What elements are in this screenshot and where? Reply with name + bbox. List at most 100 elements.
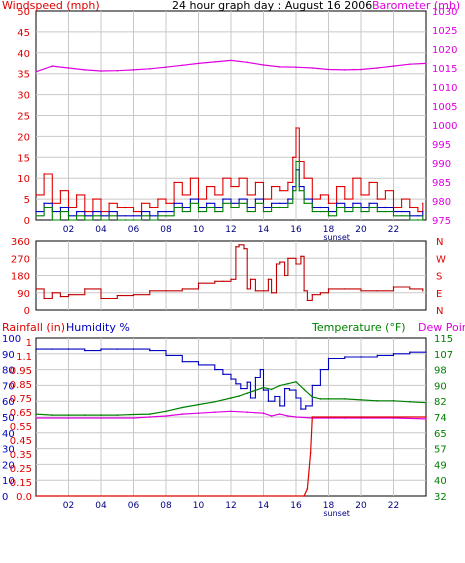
wind-direction-line-point	[43, 297, 45, 300]
wind-xtick: 12	[225, 225, 236, 235]
wind-xtick: 20	[355, 225, 367, 235]
temperature-line-point	[319, 398, 322, 400]
gust-line-point	[189, 177, 192, 179]
humidity-line-point	[116, 348, 119, 350]
barometer-tick: 1015	[432, 64, 457, 75]
wind-line-point	[173, 206, 175, 209]
avg-line-point	[132, 215, 135, 217]
barometer-line-point	[35, 71, 37, 73]
gust-line-point	[92, 198, 94, 200]
humidity-line-point	[249, 397, 252, 399]
humidity-tick: 20	[2, 460, 15, 471]
temperature-tick: 82	[434, 397, 447, 408]
wind-sunset-note: sunset	[323, 233, 350, 242]
humidity-tick: 10	[2, 476, 15, 487]
temperature-line-point	[254, 389, 257, 392]
dewpoint-axis-label: Dew Point	[418, 321, 465, 334]
wind-direction-line-point	[392, 286, 395, 288]
humidity-line-point	[376, 354, 378, 357]
wind-direction-line-point	[67, 294, 70, 296]
windspeed-tick: 30	[17, 91, 30, 102]
wind-line-point	[59, 210, 62, 213]
temperature-line-point	[392, 400, 395, 402]
gust-line-point	[214, 194, 216, 196]
humidity-line-point	[279, 405, 281, 407]
wind-direction-line-point	[267, 278, 270, 280]
wind-line-point	[157, 215, 159, 217]
barometer-line-point	[132, 69, 135, 71]
wind-direction-line-point	[235, 246, 237, 248]
barometer-line-point	[409, 63, 411, 65]
wind-line-point	[335, 206, 338, 209]
dewpoint-line-point	[149, 416, 151, 418]
wind-direction-line-point	[59, 295, 62, 298]
wind-line-point	[344, 210, 346, 213]
wind-line-point	[319, 210, 322, 213]
gust-line-point	[246, 194, 248, 196]
humidity-line-point	[181, 361, 183, 363]
humidity-tick: 70	[2, 381, 15, 392]
wind-line-point	[149, 219, 151, 221]
wind-line-point	[189, 202, 192, 204]
barometer-line-point	[327, 68, 330, 71]
humidity-line-point	[409, 351, 411, 353]
direction-tick: 360	[11, 237, 30, 248]
gust-line-point	[292, 156, 294, 158]
temperature-tick: 90	[434, 381, 447, 392]
windspeed-tick: 5	[24, 195, 30, 206]
gust-line-point	[254, 181, 257, 184]
humidity-line-point	[259, 368, 261, 371]
windspeed-tick: 50	[17, 7, 30, 18]
temperature-line-point	[116, 414, 119, 416]
wind-line-point	[376, 210, 378, 213]
dewpoint-line-point	[279, 413, 281, 415]
humidity-line-point	[262, 389, 265, 391]
rainfall-tick: 0.55	[10, 422, 32, 433]
gust-line-point	[59, 190, 62, 192]
wind-line-point	[140, 215, 143, 217]
humidity-tick: 90	[2, 350, 15, 361]
wind-line-point	[230, 206, 232, 209]
gust-line-point	[417, 210, 419, 213]
avg-line-point	[140, 210, 143, 213]
humidity-tick: 60	[2, 397, 15, 408]
dewpoint-line-point	[67, 417, 70, 419]
wind-direction-line-point	[116, 294, 119, 297]
gust-line-point	[75, 194, 78, 196]
temperature-line-point	[425, 401, 427, 404]
wind-xtick: 02	[63, 225, 74, 235]
direction-tick: 180	[11, 272, 30, 283]
rainhum-xtick: 18	[323, 501, 335, 511]
gust-line-point	[303, 177, 305, 179]
humidity-line-point	[311, 384, 313, 387]
temperature-line-point	[35, 413, 37, 415]
wind-line	[36, 160, 424, 221]
wind-line-point	[295, 160, 297, 163]
humidity-line-point	[100, 348, 102, 350]
rainhum-xtick: 16	[290, 501, 302, 511]
direction-tick: 90	[17, 289, 30, 300]
temperature-line-point	[287, 382, 289, 385]
barometer-line-point	[51, 65, 54, 67]
compass-tick: S	[436, 272, 442, 283]
barometer-tick: 1025	[432, 26, 457, 37]
humidity-line-point	[392, 353, 395, 355]
barometer-tick: 980	[432, 197, 451, 208]
wind-direction-line-point	[246, 288, 248, 290]
wind-line-point	[197, 210, 200, 213]
rainfall-tick: 0.15	[10, 478, 32, 489]
barometer-line-point	[262, 64, 265, 66]
rainfall-tick: 0.35	[10, 450, 32, 461]
humidity-line-point	[222, 373, 224, 375]
wind-xtick: 10	[193, 225, 205, 235]
barometer-axis-label: Barometer (mb)	[372, 0, 460, 12]
temperature-line-point	[84, 414, 86, 416]
dewpoint-line-point	[262, 412, 265, 415]
avg-line-point	[173, 202, 175, 204]
temperature-line-point	[270, 388, 273, 391]
avg-line-point	[124, 215, 127, 217]
barometer-tick: 1000	[432, 121, 457, 132]
temperature-line-point	[246, 392, 248, 395]
gust-line-point	[400, 198, 403, 200]
rainfall-tick: 0.85	[10, 380, 32, 391]
